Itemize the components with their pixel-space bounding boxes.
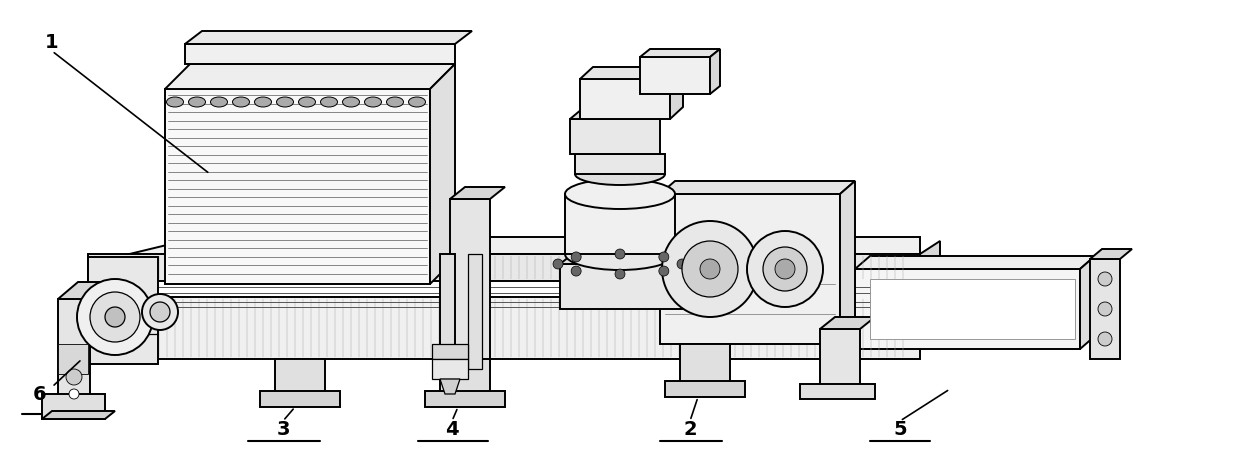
Polygon shape	[820, 329, 861, 389]
Polygon shape	[820, 317, 875, 329]
Circle shape	[553, 259, 563, 269]
Polygon shape	[856, 269, 1080, 349]
Polygon shape	[88, 255, 920, 282]
Circle shape	[69, 389, 79, 399]
Polygon shape	[580, 68, 683, 80]
Polygon shape	[839, 181, 856, 344]
Circle shape	[677, 259, 687, 269]
Ellipse shape	[277, 98, 294, 108]
Polygon shape	[58, 300, 91, 414]
Polygon shape	[88, 297, 920, 359]
Polygon shape	[560, 264, 689, 309]
Circle shape	[658, 252, 668, 263]
Polygon shape	[432, 359, 467, 379]
Polygon shape	[575, 155, 665, 175]
Polygon shape	[165, 90, 430, 284]
Polygon shape	[425, 391, 505, 407]
Circle shape	[105, 307, 125, 327]
Text: 5: 5	[893, 419, 906, 438]
Circle shape	[1097, 302, 1112, 316]
Circle shape	[572, 267, 582, 276]
Polygon shape	[711, 50, 720, 95]
Polygon shape	[570, 120, 660, 155]
Ellipse shape	[233, 98, 249, 108]
Circle shape	[775, 259, 795, 279]
Circle shape	[91, 292, 140, 342]
Polygon shape	[680, 344, 730, 384]
Ellipse shape	[565, 180, 675, 210]
Polygon shape	[1080, 257, 1095, 349]
Polygon shape	[440, 255, 455, 359]
Ellipse shape	[342, 98, 360, 108]
Polygon shape	[450, 200, 490, 369]
Polygon shape	[185, 32, 472, 45]
Ellipse shape	[211, 98, 227, 108]
Circle shape	[701, 259, 720, 279]
Polygon shape	[467, 255, 482, 369]
Polygon shape	[640, 50, 720, 58]
Ellipse shape	[188, 98, 206, 108]
Ellipse shape	[387, 98, 403, 108]
Polygon shape	[88, 257, 157, 364]
Polygon shape	[42, 411, 115, 419]
Polygon shape	[870, 279, 1075, 339]
Ellipse shape	[575, 163, 665, 186]
Text: 4: 4	[445, 419, 459, 438]
Circle shape	[77, 279, 153, 355]
Ellipse shape	[408, 98, 425, 108]
Polygon shape	[275, 359, 325, 394]
Circle shape	[1097, 272, 1112, 287]
Polygon shape	[88, 238, 920, 282]
Polygon shape	[660, 181, 856, 194]
Polygon shape	[260, 391, 340, 407]
Circle shape	[615, 250, 625, 259]
Circle shape	[658, 267, 668, 276]
Polygon shape	[640, 58, 711, 95]
Polygon shape	[1090, 250, 1132, 259]
Circle shape	[1097, 332, 1112, 346]
Polygon shape	[185, 45, 455, 65]
Polygon shape	[440, 379, 460, 394]
Ellipse shape	[565, 238, 675, 270]
Polygon shape	[430, 65, 455, 284]
Circle shape	[572, 252, 582, 263]
Text: 1: 1	[45, 32, 58, 51]
Polygon shape	[670, 68, 683, 120]
Circle shape	[662, 221, 758, 317]
Polygon shape	[165, 65, 455, 90]
Ellipse shape	[254, 98, 272, 108]
Circle shape	[143, 294, 179, 330]
Text: 3: 3	[277, 419, 290, 438]
Ellipse shape	[365, 98, 382, 108]
Polygon shape	[58, 282, 110, 300]
Ellipse shape	[320, 98, 337, 108]
Polygon shape	[440, 359, 490, 394]
Polygon shape	[450, 188, 505, 200]
Polygon shape	[665, 381, 745, 397]
Text: 6: 6	[33, 385, 47, 404]
Circle shape	[682, 242, 738, 297]
Text: 2: 2	[683, 419, 697, 438]
Circle shape	[150, 302, 170, 322]
Polygon shape	[42, 394, 105, 419]
Circle shape	[615, 269, 625, 279]
Ellipse shape	[299, 98, 315, 108]
Polygon shape	[660, 194, 839, 344]
Polygon shape	[432, 344, 467, 359]
Polygon shape	[570, 110, 672, 120]
Polygon shape	[560, 252, 706, 264]
Circle shape	[746, 232, 823, 307]
Polygon shape	[856, 257, 1095, 269]
Ellipse shape	[166, 98, 184, 108]
Circle shape	[763, 247, 807, 291]
Circle shape	[66, 369, 82, 385]
Polygon shape	[565, 194, 675, 255]
Polygon shape	[1090, 259, 1120, 359]
Polygon shape	[580, 80, 670, 120]
Polygon shape	[920, 242, 940, 282]
Polygon shape	[800, 384, 875, 399]
Polygon shape	[58, 344, 88, 374]
